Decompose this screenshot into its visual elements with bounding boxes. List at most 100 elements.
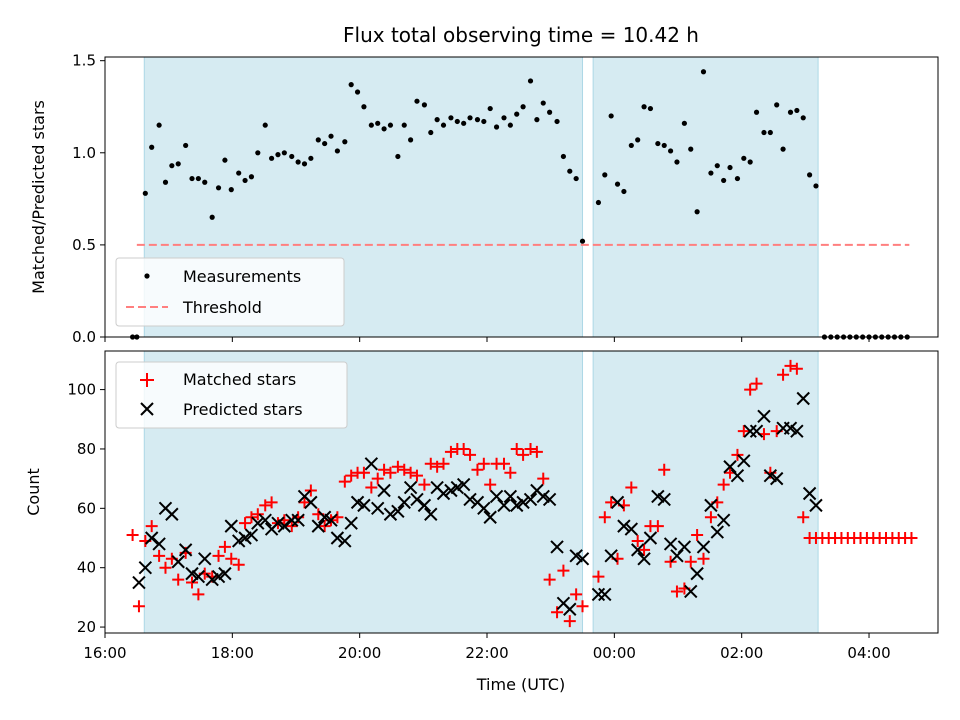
predicted-stars-point [258, 513, 272, 527]
ratio-panel-ylabel: Matched/Predicted stars [29, 100, 48, 294]
observing-interval-1 [593, 351, 819, 633]
matched-stars-point [357, 466, 370, 479]
matched-stars-point [186, 576, 199, 589]
measurements-point [534, 117, 540, 123]
matched-stars-point [245, 511, 258, 524]
matched-stars-point [744, 383, 757, 396]
predicted-stars-point [657, 492, 671, 507]
predicted-stars-point [743, 424, 757, 438]
measurements-point [787, 109, 794, 115]
matched-stars-point [298, 496, 311, 509]
matched-stars-point [265, 496, 278, 509]
predicted-stars-point [244, 528, 259, 542]
matched-stars-point [504, 466, 517, 479]
matched-stars-point [391, 460, 404, 473]
measurements-point [281, 150, 287, 156]
measurements-point [761, 129, 767, 136]
matched-stars-point [444, 445, 457, 458]
measurements-point [567, 168, 573, 174]
measurements-point [667, 148, 674, 154]
predicted-stars-point [311, 519, 325, 533]
measurements-point [807, 172, 813, 178]
matched-stars-point [304, 484, 317, 497]
measurements-point [681, 120, 687, 126]
measurements-point [461, 120, 467, 126]
predicted-stars-point [483, 510, 497, 524]
matched-stars-point [437, 457, 450, 470]
measurements-point [514, 111, 520, 117]
predicted-stars-point [790, 424, 804, 438]
predicted-stars-point [598, 587, 612, 602]
matched-stars-point [225, 552, 238, 565]
predicted-stars-point [704, 498, 718, 513]
measurements-point [474, 117, 481, 123]
predicted-stars-point [477, 501, 491, 516]
matched-stars-point [524, 442, 537, 455]
matched-stars-point [239, 517, 252, 530]
matched-stars-point [570, 588, 583, 601]
predicted-stars-point [132, 575, 146, 590]
y-tick-label: 20 [77, 618, 96, 636]
measurements-point [554, 118, 560, 125]
measurements-point [540, 100, 546, 106]
x-axis-label: Time (UTC) [476, 675, 565, 694]
measurements-point [714, 163, 720, 169]
measurements-point [448, 115, 454, 121]
ratio-panel-legend: Measurements Threshold [115, 257, 345, 327]
measurements-point [401, 122, 407, 128]
measurements-point [813, 183, 819, 189]
matched-stars-point [605, 496, 618, 509]
measurements-point [209, 214, 215, 220]
measurements-point [741, 155, 747, 161]
measurements-point [734, 175, 741, 182]
measurements-point [595, 199, 602, 206]
predicted-stars-point [617, 519, 631, 533]
predicted-stars-point [277, 519, 292, 533]
matched-stars-point [750, 377, 763, 390]
matched-stars-point [471, 463, 484, 476]
predicted-stars-point [178, 543, 193, 557]
x-tick-label: 22:00 [465, 644, 508, 662]
measurements-point [440, 122, 447, 128]
predicted-stars-point [463, 492, 477, 507]
x-tick-label: 00:00 [593, 644, 636, 662]
matched-stars-point [697, 552, 710, 565]
measurements-point [289, 153, 295, 160]
measurements-point [354, 89, 361, 95]
predicted-stars-point [403, 480, 418, 495]
measurements-point [169, 163, 175, 169]
measurements-point [700, 69, 707, 75]
predicted-stars-point [684, 584, 698, 599]
measurements-point [387, 122, 394, 128]
matched-stars-point [192, 588, 205, 601]
predicted-stars-point [377, 483, 391, 498]
measurements-point [602, 172, 608, 178]
predicted-stars-point [643, 531, 658, 545]
predicted-stars-point [191, 569, 206, 584]
measurements-point [269, 155, 275, 161]
predicted-stars-point [516, 495, 530, 510]
count-panel-frame [104, 350, 939, 634]
predicted-stars-point [383, 507, 398, 521]
measurements-point [255, 150, 261, 156]
predicted-stars-point [737, 454, 751, 468]
matched-stars-point [285, 520, 298, 533]
matched-stars-point [777, 368, 790, 381]
matched-stars-point [132, 600, 145, 613]
predicted-stars-point [144, 531, 159, 545]
matched-stars-point [404, 466, 417, 479]
measurements-point [334, 148, 340, 154]
predicted-stars-point [338, 534, 352, 548]
predicted-stars-point [436, 486, 451, 501]
predicted-stars-point [324, 513, 338, 527]
measurements-point [215, 185, 222, 191]
predicted-stars-point [730, 468, 745, 483]
measurements-point [295, 159, 301, 165]
predicted-stars-point [224, 519, 238, 533]
x-tick-label: 18:00 [211, 644, 254, 662]
measurements-point [527, 78, 534, 84]
measurements-point [621, 188, 627, 195]
measurements-point [467, 115, 473, 121]
predicted-stars-point [330, 531, 345, 545]
matched-stars-point [378, 463, 391, 476]
